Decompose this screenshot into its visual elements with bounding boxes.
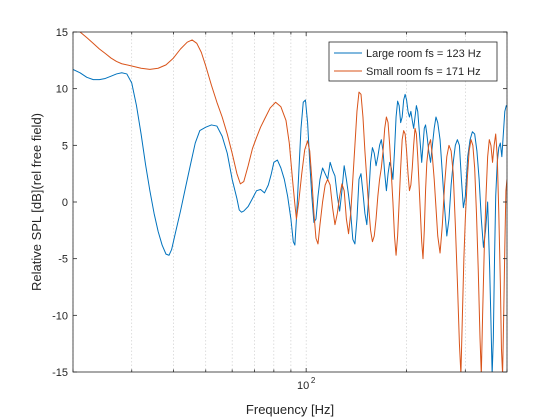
legend: Large room fs = 123 Hz Small room fs = 1…	[328, 41, 498, 82]
y-tick-label: 15	[56, 27, 68, 39]
series-line-large-room	[73, 68, 507, 372]
plot-area	[73, 32, 507, 372]
y-tick-label: 0	[62, 197, 68, 209]
legend-label-small-room: Small room fs = 171 Hz	[366, 66, 481, 78]
y-tick-label: -5	[58, 254, 68, 266]
legend-label-large-room: Large room fs = 123 Hz	[366, 48, 481, 60]
y-tick-label: -15	[52, 367, 68, 379]
y-axis-label: Relative SPL [dB](rel free field)	[29, 113, 44, 291]
y-tick-label: 5	[62, 140, 68, 152]
x-axis-label: Frequency [Hz]	[246, 402, 334, 417]
legend-box	[328, 41, 498, 82]
x-tick-label: 10	[297, 380, 309, 392]
y-tick-label: -10	[52, 310, 68, 322]
series-lines	[73, 32, 507, 372]
y-tick-label: 10	[56, 84, 68, 96]
x-tick-label-exponent: 2	[311, 376, 316, 385]
series-line-small-room	[79, 32, 507, 372]
axis-ticks	[72, 31, 508, 373]
